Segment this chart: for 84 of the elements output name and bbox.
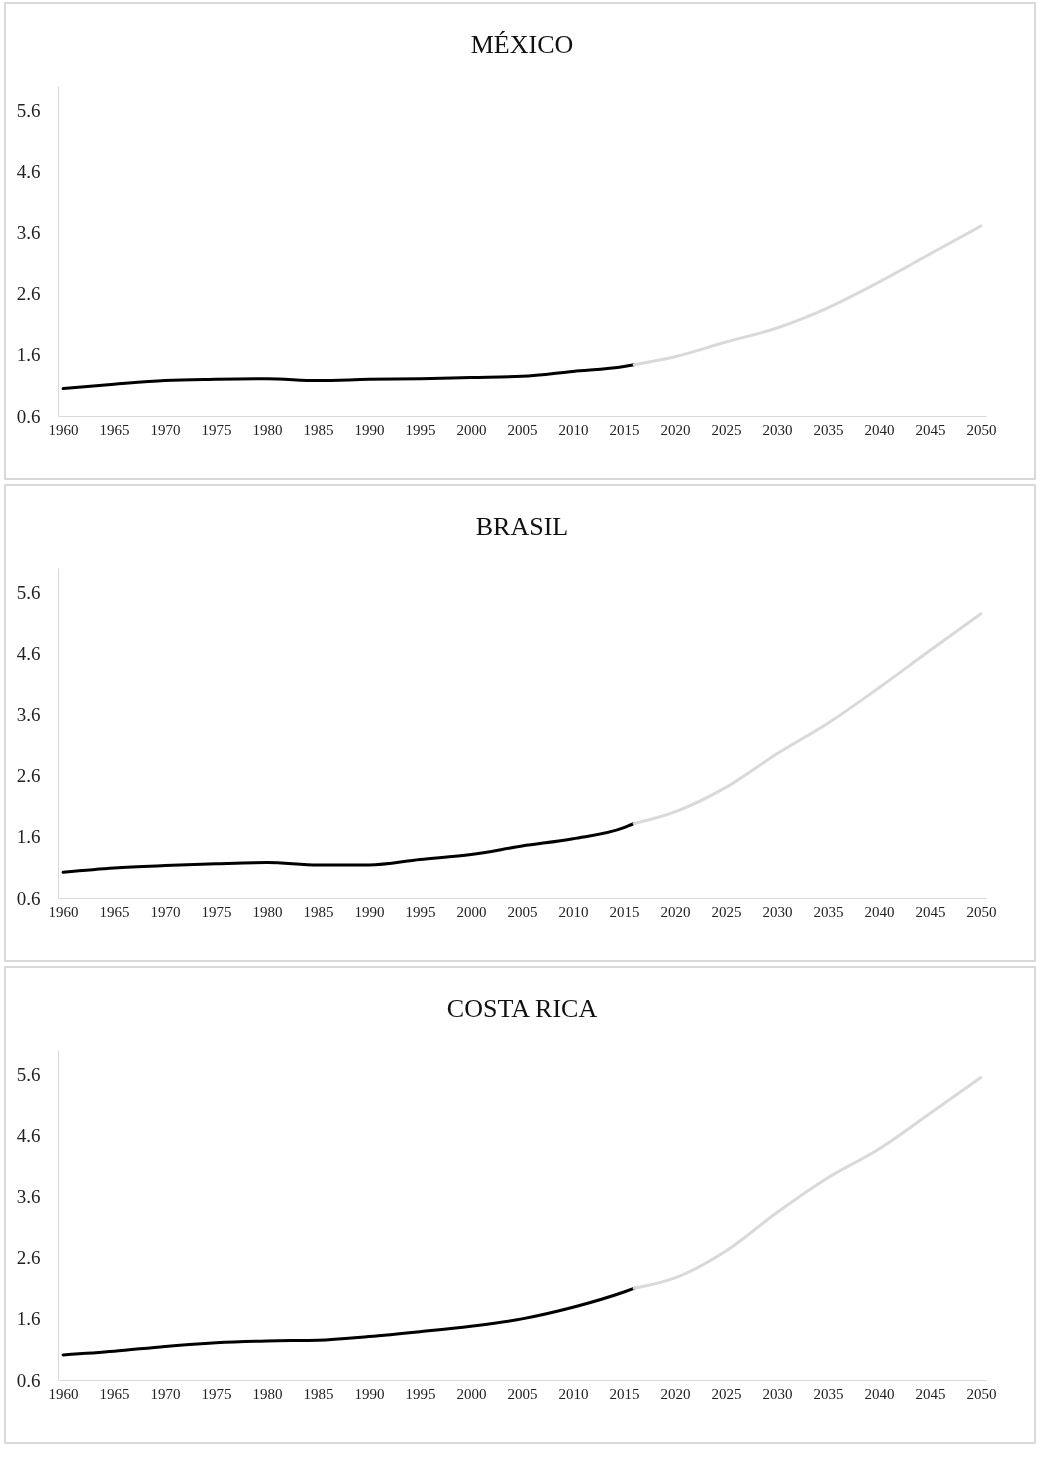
x-tick-label: 1995: [405, 421, 436, 438]
line-series: [632, 224, 983, 367]
x-tick-label: 2025: [711, 421, 742, 438]
x-tick-label: 1975: [201, 1385, 232, 1402]
x-tick-label: 2000: [456, 903, 487, 920]
x-tick-label: 2030: [762, 1385, 793, 1402]
x-tick-label: 1975: [201, 903, 232, 920]
x-tick-label: 2000: [456, 1385, 487, 1402]
x-tick-label: 1990: [354, 421, 385, 438]
x-tick-label: 1985: [303, 1385, 334, 1402]
x-tick-label: 1970: [150, 1385, 181, 1402]
x-tick-label: 2040: [864, 1385, 895, 1402]
x-tick-label: 2005: [507, 903, 538, 920]
x-tick-label: 1975: [201, 421, 232, 438]
x-tick-label: 2015: [609, 903, 640, 920]
y-tick-label: 5.6: [16, 99, 41, 121]
line-series: [61, 821, 636, 874]
chart-title: COSTA RICA: [446, 994, 598, 1023]
y-tick-label: 4.6: [16, 1125, 41, 1147]
y-tick-label: 5.6: [16, 1063, 41, 1085]
y-tick-label: 2.6: [16, 765, 41, 787]
x-tick-label: 1970: [150, 903, 181, 920]
x-tick-label: 1990: [354, 1385, 385, 1402]
x-tick-label: 2050: [966, 903, 997, 920]
x-tick-label: 1980: [252, 421, 283, 438]
y-tick-label: 5.6: [16, 581, 41, 603]
line-series: [61, 1286, 636, 1357]
y-tick-label: 1.6: [16, 826, 41, 848]
x-tick-label: 2035: [813, 903, 844, 920]
x-tick-label: 2025: [711, 1385, 742, 1402]
x-tick-label: 1980: [252, 1385, 283, 1402]
x-tick-label: 2015: [609, 421, 640, 438]
x-tick-label: 1965: [99, 903, 130, 920]
x-tick-label: 2005: [507, 1385, 538, 1402]
y-tick-label: 4.6: [16, 161, 41, 183]
line-series: [632, 1076, 983, 1290]
x-tick-label: 1960: [48, 903, 79, 920]
x-tick-label: 1965: [99, 421, 130, 438]
x-tick-label: 2015: [609, 1385, 640, 1402]
x-tick-label: 2040: [864, 421, 895, 438]
x-tick-label: 2045: [915, 903, 946, 920]
y-tick-label: 0.6: [16, 405, 41, 427]
x-tick-label: 2020: [660, 421, 691, 438]
x-tick-label: 2050: [966, 1385, 997, 1402]
y-tick-label: 1.6: [16, 1308, 41, 1330]
x-tick-label: 2030: [762, 421, 793, 438]
x-tick-label: 1990: [354, 903, 385, 920]
x-tick-label: 2000: [456, 421, 487, 438]
x-tick-label: 2045: [915, 1385, 946, 1402]
x-tick-label: 2010: [558, 421, 589, 438]
y-tick-label: 3.6: [16, 704, 41, 726]
chart-title: MÉXICO: [470, 30, 574, 59]
chart-title: BRASIL: [475, 512, 569, 541]
x-tick-label: 1985: [303, 421, 334, 438]
x-tick-label: 1965: [99, 1385, 130, 1402]
x-tick-label: 2035: [813, 1385, 844, 1402]
x-tick-label: 2050: [966, 421, 997, 438]
y-tick-label: 3.6: [16, 1186, 41, 1208]
x-tick-label: 2040: [864, 903, 895, 920]
x-tick-label: 1995: [405, 903, 436, 920]
x-tick-label: 2020: [660, 1385, 691, 1402]
x-tick-label: 1970: [150, 421, 181, 438]
y-tick-label: 0.6: [16, 1369, 41, 1391]
x-tick-label: 2020: [660, 903, 691, 920]
x-tick-label: 2045: [915, 421, 946, 438]
x-tick-label: 1985: [303, 903, 334, 920]
x-tick-label: 1995: [405, 1385, 436, 1402]
x-tick-label: 1960: [48, 1385, 79, 1402]
x-tick-label: 2030: [762, 903, 793, 920]
x-tick-label: 2005: [507, 421, 538, 438]
x-tick-label: 1960: [48, 421, 79, 438]
x-tick-label: 2010: [558, 1385, 589, 1402]
y-tick-label: 2.6: [16, 1247, 41, 1269]
y-tick-label: 2.6: [16, 283, 41, 305]
line-series: [632, 612, 983, 825]
y-tick-label: 0.6: [16, 887, 41, 909]
y-tick-label: 3.6: [16, 222, 41, 244]
x-tick-label: 2025: [711, 903, 742, 920]
x-tick-label: 1980: [252, 903, 283, 920]
x-tick-label: 2010: [558, 903, 589, 920]
y-tick-label: 1.6: [16, 344, 41, 366]
y-tick-label: 4.6: [16, 643, 41, 665]
line-series: [61, 363, 636, 390]
x-tick-label: 2035: [813, 421, 844, 438]
